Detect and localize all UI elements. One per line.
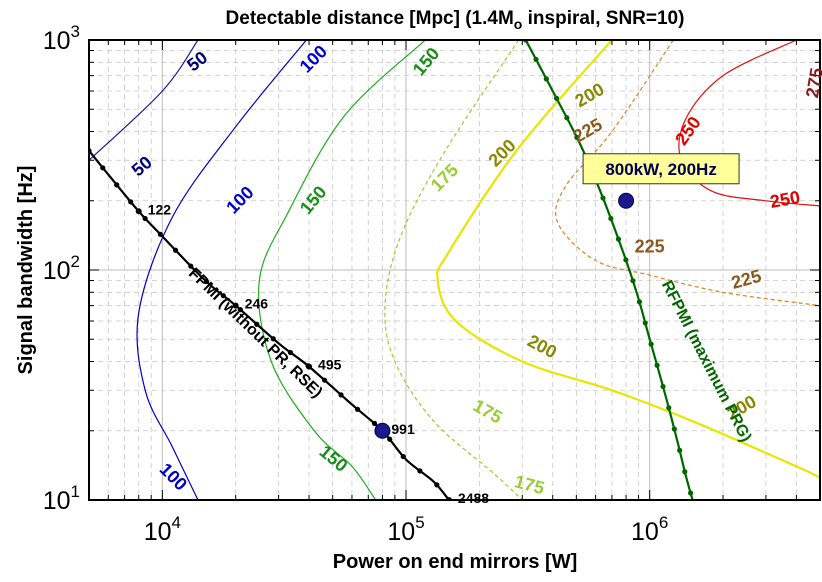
series-dot-0 bbox=[172, 247, 179, 253]
series-dot-0 bbox=[114, 182, 120, 188]
series-dot-1 bbox=[564, 115, 570, 121]
series-dot-0 bbox=[237, 307, 243, 313]
x-tick-exponent: 5 bbox=[415, 513, 424, 532]
series-dot-1 bbox=[648, 341, 654, 347]
y-tick-label: 101 bbox=[43, 482, 80, 515]
series-dot-1 bbox=[608, 215, 614, 222]
contour-100 bbox=[136, 40, 307, 500]
contour-50 bbox=[89, 40, 199, 161]
series-dot-1 bbox=[623, 257, 629, 263]
series-dot-1 bbox=[660, 383, 666, 390]
y-tick-exponent: 3 bbox=[71, 22, 80, 41]
point-label-495: 495 bbox=[318, 357, 342, 373]
series-dot-1 bbox=[687, 490, 694, 496]
series-dot-0 bbox=[338, 392, 344, 398]
x-tick-label: 106 bbox=[631, 513, 668, 546]
series-dot-1 bbox=[630, 278, 636, 284]
callout-box bbox=[582, 153, 740, 185]
series-dot-1 bbox=[666, 405, 672, 411]
series-dot-0 bbox=[400, 453, 406, 460]
series-dot-0 bbox=[417, 468, 423, 474]
highlight-point-0 bbox=[618, 192, 635, 209]
contour-label-225: 225 bbox=[635, 236, 665, 256]
y-tick-base: 10 bbox=[43, 257, 71, 285]
callout-label: 800kW, 200Hz bbox=[605, 160, 717, 179]
series-line-1 bbox=[524, 40, 694, 500]
series-dot-0 bbox=[287, 349, 294, 356]
series-dot-0 bbox=[270, 336, 276, 342]
series-dot-0 bbox=[322, 377, 328, 383]
grid bbox=[88, 39, 821, 501]
series-dot-0 bbox=[203, 278, 210, 285]
series-dot-1 bbox=[636, 299, 643, 305]
x-tick-label: 104 bbox=[144, 513, 181, 546]
series-dot-0 bbox=[188, 263, 194, 269]
series-dot-1 bbox=[553, 95, 560, 101]
y-tick-exponent: 2 bbox=[71, 252, 80, 271]
series-dot-0 bbox=[157, 231, 163, 237]
series-dot-1 bbox=[543, 76, 549, 82]
series-dot-1 bbox=[677, 447, 683, 453]
contour-200 bbox=[436, 40, 820, 479]
y-tick-exponent: 1 bbox=[71, 482, 80, 501]
x-tick-base: 10 bbox=[144, 518, 172, 546]
x-tick-base: 10 bbox=[387, 518, 415, 546]
contour-225 bbox=[554, 40, 820, 307]
y-tick-label: 102 bbox=[43, 252, 80, 285]
contour-175 bbox=[384, 40, 523, 500]
point-label-991: 991 bbox=[391, 421, 415, 437]
series bbox=[89, 40, 694, 500]
series-dot-0 bbox=[371, 420, 378, 426]
series-dot-0 bbox=[220, 293, 226, 299]
x-tick-label: 105 bbox=[387, 513, 424, 546]
series-dot-1 bbox=[600, 195, 606, 201]
series-dot-1 bbox=[642, 320, 648, 326]
x-tick-base: 10 bbox=[631, 518, 659, 546]
series-mark-0 bbox=[135, 208, 142, 215]
series-dot-0 bbox=[354, 406, 361, 412]
point-label-246: 246 bbox=[245, 296, 269, 312]
y-tick-base: 10 bbox=[43, 27, 71, 55]
chart-title-tail: inspiral, SNR=10) bbox=[522, 8, 684, 29]
x-tick-exponent: 4 bbox=[172, 513, 181, 532]
point-label-122: 122 bbox=[148, 201, 172, 217]
y-tick-base: 10 bbox=[43, 487, 71, 515]
x-tick-exponent: 6 bbox=[659, 513, 668, 532]
y-tick-label: 103 bbox=[43, 22, 80, 55]
series-dot-1 bbox=[574, 134, 580, 140]
highlight-point-1 bbox=[374, 422, 391, 439]
series-dot-1 bbox=[682, 469, 688, 475]
contour-150 bbox=[257, 40, 426, 500]
series-dot-1 bbox=[533, 56, 539, 63]
series-mark-0 bbox=[306, 363, 313, 370]
series-dot-1 bbox=[671, 426, 677, 432]
chart-title: Detectable distance [Mpc] (1.4Mo inspira… bbox=[226, 8, 685, 32]
chart-title-main: Detectable distance [Mpc] (1.4M bbox=[226, 8, 514, 29]
series-dot-1 bbox=[654, 362, 660, 368]
series-dot-0 bbox=[128, 199, 134, 205]
y-axis-label: Signal bandwidth [Hz] bbox=[15, 166, 37, 375]
series-dot-0 bbox=[387, 436, 393, 442]
series-dot-0 bbox=[142, 215, 148, 222]
series-dot-0 bbox=[434, 482, 440, 488]
chart-title-subscript: o bbox=[514, 16, 523, 32]
series-dot-0 bbox=[254, 321, 260, 327]
series-mark-0 bbox=[232, 302, 239, 309]
series-dot-1 bbox=[615, 236, 622, 242]
contour-label-275: 275 bbox=[802, 66, 822, 99]
x-axis-label: Power on end mirrors [W] bbox=[333, 551, 577, 573]
series-dot-0 bbox=[100, 165, 106, 171]
point-label-2488: 2488 bbox=[458, 490, 489, 506]
